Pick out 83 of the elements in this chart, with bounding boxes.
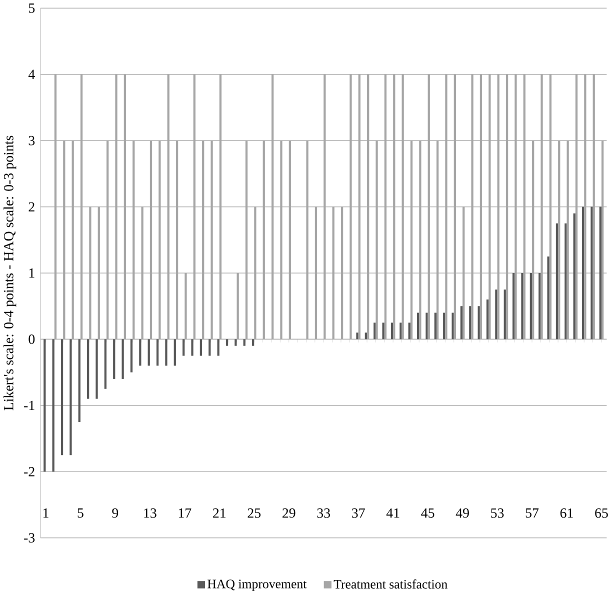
- y-axis-title: Likert's scale: 0-4 points - HAQ scale: 0-3 points: [4, 136, 16, 410]
- bar: [521, 272, 524, 340]
- bar: [122, 339, 124, 379]
- bar: [590, 206, 593, 340]
- bar: [364, 332, 368, 340]
- x-tick-label: 41: [386, 508, 400, 518]
- bar: [390, 322, 394, 340]
- bar: [226, 339, 228, 346]
- x-tick-label: 37: [352, 508, 365, 518]
- y-tick-label: 3: [28, 136, 35, 146]
- bar: [408, 322, 410, 340]
- bar: [130, 339, 133, 372]
- bar: [96, 339, 98, 399]
- bar: [52, 339, 54, 472]
- y-tick-label: 4: [28, 70, 35, 79]
- x-tick-label: 57: [526, 508, 539, 518]
- x-tick-label: 29: [282, 508, 296, 518]
- x-tick-label: 17: [178, 508, 192, 518]
- bar: [208, 339, 211, 356]
- bar: [356, 332, 358, 340]
- y-tick-label: -1: [24, 400, 34, 410]
- bar: [382, 322, 384, 340]
- bar: [504, 289, 506, 340]
- bar: [217, 339, 220, 356]
- bar: [78, 339, 80, 422]
- x-tick-label: 13: [144, 508, 156, 518]
- x-tick-label: 61: [560, 508, 573, 518]
- bar: [174, 339, 176, 366]
- bar: [104, 339, 107, 389]
- bar: [564, 223, 567, 340]
- bar: [148, 339, 150, 366]
- bar: [60, 339, 64, 455]
- bar: [556, 223, 558, 340]
- x-tick-label: 5: [78, 508, 84, 518]
- y-tick-label: 5: [28, 3, 35, 13]
- bar: [452, 312, 454, 340]
- bar: [495, 289, 498, 340]
- bar: [434, 312, 436, 340]
- x-tick-label: 1: [43, 508, 48, 518]
- x-tick-label: 65: [595, 508, 608, 518]
- bar: [165, 339, 168, 366]
- legend-label: Treatment satisfaction: [334, 579, 448, 588]
- x-tick-label: 49: [456, 508, 469, 518]
- bar: [113, 339, 116, 379]
- bar: [573, 213, 576, 340]
- bar: [44, 339, 46, 472]
- bar: [426, 312, 428, 340]
- bar: [234, 339, 237, 346]
- bar: [416, 312, 420, 340]
- x-tick-label: 9: [112, 508, 118, 518]
- y-tick-label: -3: [24, 532, 35, 542]
- x-tick-label: 33: [317, 508, 330, 518]
- bar: [400, 322, 402, 340]
- bar: [599, 206, 602, 340]
- y-tick-label: 0: [28, 334, 35, 344]
- bar: [252, 339, 254, 346]
- y-tick-label: 2: [28, 202, 34, 212]
- bar: [512, 272, 515, 340]
- bar: [460, 306, 463, 340]
- y-tick-label: -2: [24, 466, 34, 476]
- bar: [156, 339, 159, 366]
- bar: [243, 339, 246, 346]
- y-tick-label: 1: [29, 268, 34, 278]
- bar: [139, 339, 142, 366]
- bar: [191, 339, 194, 356]
- bar: [486, 299, 489, 340]
- x-tick-label: 21: [213, 508, 226, 518]
- legend-label: HAQ improvement: [208, 580, 307, 591]
- bar: [478, 306, 480, 340]
- bar: [374, 322, 376, 340]
- x-tick-label: 25: [248, 508, 261, 518]
- bar: [469, 306, 472, 340]
- bar: [443, 312, 446, 340]
- bar: [200, 339, 202, 356]
- x-tick-label: 45: [421, 508, 434, 518]
- bar: [582, 206, 584, 340]
- bar: [538, 272, 541, 340]
- bar: [70, 339, 72, 455]
- bar: [547, 256, 550, 340]
- bar: [87, 339, 90, 399]
- x-tick-label: 53: [491, 508, 504, 518]
- bar: [182, 339, 185, 356]
- bar: [530, 272, 532, 340]
